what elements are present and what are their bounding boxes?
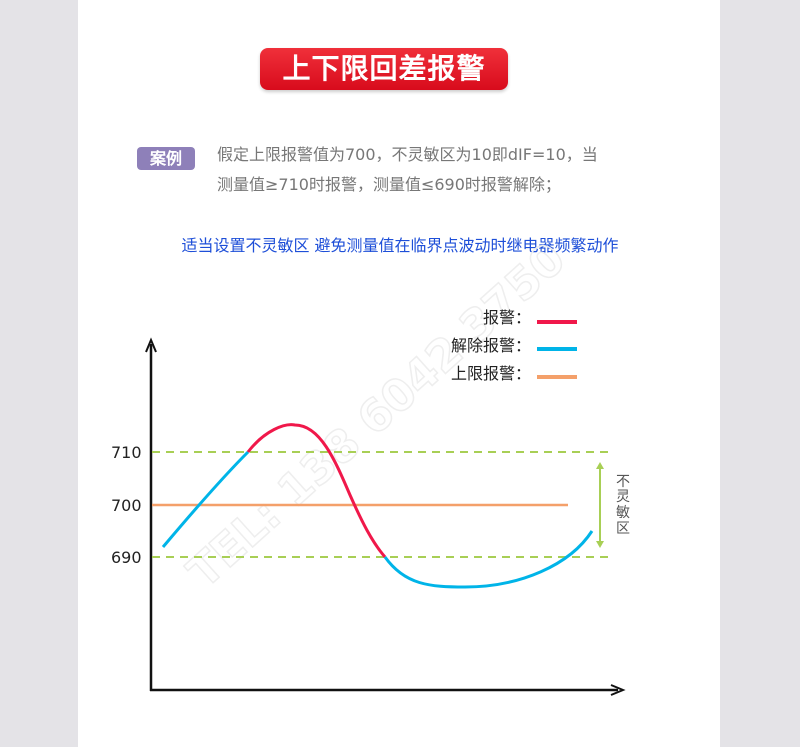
page-title: 上下限回差报警 <box>260 48 508 90</box>
legend-upper-label: 上限报警： <box>451 364 531 383</box>
deadband-char: 敏 <box>616 505 630 521</box>
deadband-arrow-up-icon <box>596 462 604 469</box>
legend-alarm-label: 报警： <box>483 308 531 327</box>
example-badge: 案例 <box>137 147 195 170</box>
content-panel <box>78 0 720 747</box>
deadband-char: 不 <box>616 474 630 490</box>
curve-release-1 <box>161 450 250 548</box>
description-line-1: 假定上限报警值为700，不灵敏区为10即dIF=10，当 <box>217 145 598 164</box>
deadband-char: 灵 <box>616 489 630 505</box>
curve-alarm <box>246 423 387 558</box>
curve-release-2 <box>383 530 594 589</box>
level-700: 700 <box>111 496 142 515</box>
y-axis-arrow-icon <box>145 337 157 353</box>
legend: 报警： 解除报警： 上限报警： <box>451 308 577 383</box>
legend-release-label: 解除报警： <box>451 336 531 355</box>
x-axis-arrow-icon <box>610 684 626 696</box>
deadband-label: 不 灵 敏 区 <box>616 474 630 537</box>
deadband-char: 区 <box>616 521 630 537</box>
example-description: 假定上限报警值为700，不灵敏区为10即dIF=10，当 测量值≥710时报警，… <box>217 140 637 200</box>
level-710: 710 <box>111 443 142 462</box>
description-line-2: 测量值≥710时报警，测量值≤690时报警解除； <box>217 175 561 194</box>
level-690: 690 <box>111 548 142 567</box>
tip-text: 适当设置不灵敏区 避免测量值在临界点波动时继电器频繁动作 <box>181 236 619 255</box>
deadband-arrow-down-icon <box>596 541 604 548</box>
